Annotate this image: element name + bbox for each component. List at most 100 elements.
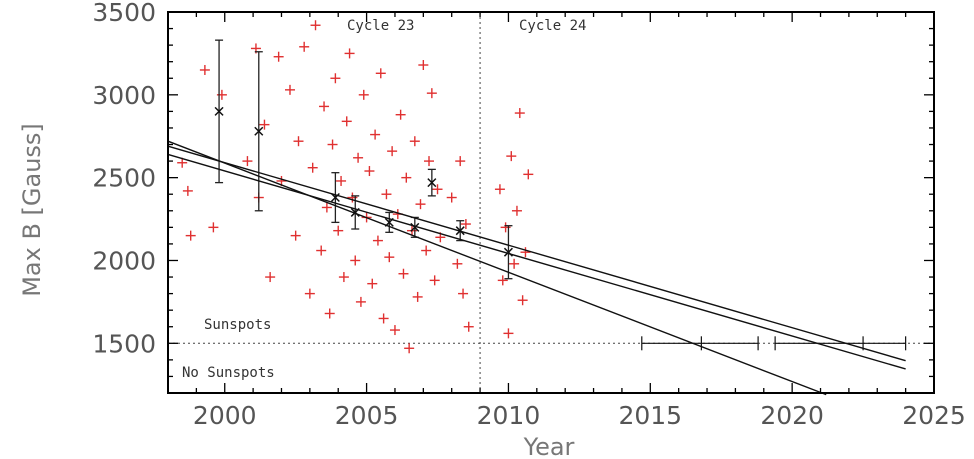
- data-point: [409, 136, 420, 147]
- average-marker-b: [214, 106, 224, 116]
- data-point: [284, 84, 295, 95]
- data-point: [216, 89, 227, 100]
- data-point: [353, 152, 364, 163]
- average-point: [214, 39, 224, 184]
- average-marker-b: [410, 222, 420, 232]
- data-point: [333, 225, 344, 236]
- data-point: [520, 247, 531, 258]
- data-point: [355, 296, 366, 307]
- average-points: [214, 39, 513, 280]
- fit-line: [167, 145, 906, 362]
- data-point: [514, 108, 525, 119]
- data-point: [324, 308, 335, 319]
- data-point: [463, 321, 474, 332]
- data-point: [458, 288, 469, 299]
- plot-frame: [167, 11, 935, 394]
- data-point: [429, 275, 440, 286]
- data-point: [319, 101, 330, 112]
- data-point: [509, 258, 520, 269]
- x-tick-label: 2005: [335, 401, 399, 430]
- data-point: [494, 184, 505, 195]
- data-point: [378, 313, 389, 324]
- x-tick-label: 2000: [193, 401, 257, 430]
- data-point: [304, 288, 315, 299]
- average-marker-b: [330, 193, 340, 203]
- cycle-23-label: Cycle 23: [347, 18, 414, 34]
- data-point: [460, 219, 471, 230]
- data-point: [424, 156, 435, 167]
- data-point: [367, 278, 378, 289]
- data-point: [293, 136, 304, 147]
- fit-lines: [167, 140, 906, 396]
- data-point: [375, 68, 386, 79]
- average-point: [254, 51, 264, 212]
- data-point: [418, 60, 429, 71]
- data-point: [506, 151, 517, 162]
- x-tick-label: 2010: [477, 401, 541, 430]
- data-point: [199, 64, 210, 75]
- data-point: [497, 275, 508, 286]
- data-point: [265, 272, 276, 283]
- fit-line: [167, 140, 827, 396]
- data-point: [455, 156, 466, 167]
- data-point: [401, 172, 412, 183]
- threshold-crossing: [641, 336, 759, 351]
- data-point: [412, 291, 423, 302]
- data-point: [370, 129, 381, 140]
- data-point: [358, 89, 369, 100]
- data-point: [177, 157, 188, 168]
- data-point: [185, 230, 196, 241]
- threshold-crossings: [641, 336, 907, 351]
- average-point: [427, 168, 437, 197]
- data-point: [344, 48, 355, 59]
- data-point: [299, 41, 310, 52]
- average-marker-b: [254, 126, 264, 136]
- x-axis-ticks: 2000 2005 2010 2015 2020 2025: [167, 12, 966, 430]
- measurement-points: [177, 20, 534, 354]
- data-point: [182, 185, 193, 196]
- reference-lines: [168, 12, 934, 393]
- data-point: [426, 88, 437, 99]
- data-point: [208, 222, 219, 233]
- y-axis-title: Max B [Gauss]: [18, 123, 46, 297]
- data-point: [381, 189, 392, 200]
- data-point: [341, 116, 352, 127]
- data-point: [500, 222, 511, 233]
- average-point: [384, 211, 394, 233]
- data-point: [372, 235, 383, 246]
- data-point: [316, 245, 327, 256]
- data-point: [307, 162, 318, 173]
- data-point: [321, 202, 332, 213]
- data-point: [432, 184, 443, 195]
- data-point: [273, 51, 284, 62]
- data-point: [517, 295, 528, 306]
- x-tick-label: 2020: [760, 401, 824, 430]
- no-sunspots-label: No Sunspots: [182, 365, 275, 381]
- data-point: [338, 272, 349, 283]
- data-point: [387, 146, 398, 157]
- data-point: [259, 119, 270, 130]
- cycle-24-label: Cycle 24: [519, 18, 586, 34]
- y-tick-label: 1500: [92, 329, 156, 358]
- y-tick-label: 3500: [92, 0, 156, 27]
- data-point: [452, 258, 463, 269]
- data-point: [523, 169, 534, 180]
- sunspots-label: Sunspots: [204, 317, 271, 333]
- data-point: [404, 343, 415, 354]
- average-marker-b: [503, 247, 513, 257]
- average-marker-b: [427, 178, 437, 188]
- data-point: [384, 252, 395, 263]
- data-point: [350, 255, 361, 266]
- y-tick-label: 2500: [92, 164, 156, 193]
- data-point: [503, 328, 514, 339]
- data-point: [330, 73, 341, 84]
- threshold-crossing: [774, 336, 907, 351]
- x-tick-label: 2025: [902, 401, 966, 430]
- data-point: [327, 139, 338, 150]
- data-point: [364, 166, 375, 177]
- data-point: [415, 199, 426, 210]
- data-point: [310, 20, 321, 31]
- data-point: [290, 230, 301, 241]
- y-axis-ticks: 1500 2000 2500 3000 3500: [92, 0, 934, 394]
